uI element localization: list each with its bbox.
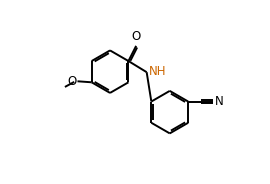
Text: N: N — [214, 95, 223, 108]
Text: O: O — [67, 75, 76, 88]
Text: NH: NH — [149, 65, 166, 78]
Text: O: O — [131, 30, 141, 43]
